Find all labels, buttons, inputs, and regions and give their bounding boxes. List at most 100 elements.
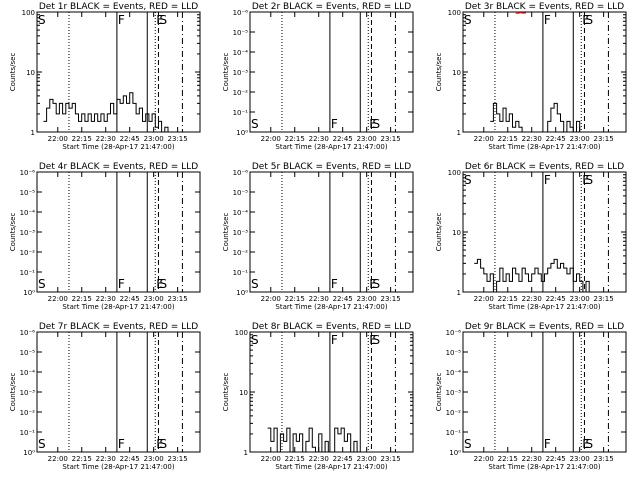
- x-tick-label: 22:00: [261, 135, 281, 143]
- x-tick-label: 22:30: [309, 455, 329, 463]
- x-tick-label: 23:15: [594, 455, 614, 463]
- event-marker-label: S: [372, 117, 380, 131]
- x-tick-label: 22:30: [96, 295, 116, 303]
- panel-title: Det 3r BLACK = Events, RED = LLD: [465, 2, 624, 12]
- x-axis-label: Start Time (28-Apr-17 21:47:00): [488, 463, 600, 471]
- y-tick-label: 10⁻¹: [233, 269, 249, 277]
- y-tick-label: 10⁰: [23, 289, 35, 297]
- y-tick-label: 10⁻⁵: [446, 349, 462, 357]
- y-tick-label: 10: [239, 389, 248, 397]
- y-axis-label: Counts/sec: [9, 213, 17, 252]
- y-tick-label: 10⁻³: [233, 69, 249, 77]
- y-tick-label: 10⁻⁴: [20, 209, 36, 217]
- y-axis-label: Counts/sec: [9, 53, 17, 92]
- plot-frame: [462, 11, 627, 133]
- x-tick-label: 22:00: [48, 455, 68, 463]
- x-tick-label: 23:00: [357, 135, 377, 143]
- panel-det-4: Det 4r BLACK = Events, RED = LLD 10⁰ 10⁻¹ 1…: [9, 162, 201, 311]
- y-tick-label: 10⁻¹: [446, 429, 462, 437]
- y-tick-label: 10⁻⁶: [20, 169, 36, 177]
- y-tick-label: 10⁻²: [446, 409, 462, 417]
- x-axis-label: Start Time (28-Apr-17 21:47:00): [62, 463, 174, 471]
- event-marker-label: E: [156, 13, 164, 27]
- panel-title: Det 9r BLACK = Events, RED = LLD: [465, 322, 624, 332]
- x-tick-label: 22:00: [474, 455, 494, 463]
- panel-det-1: Det 1r BLACK = Events, RED = LLD 1 10 100 22…: [9, 2, 201, 151]
- panel-title: Det 5r BLACK = Events, RED = LLD: [252, 162, 411, 172]
- y-tick-label: 1: [31, 129, 35, 137]
- y-tick-label: 10⁻³: [446, 389, 462, 397]
- x-axis-label: Start Time (28-Apr-17 21:47:00): [62, 303, 174, 311]
- y-tick-label: 10⁻³: [20, 389, 36, 397]
- y-axis-label: Counts/sec: [435, 213, 443, 252]
- x-tick-label: 22:45: [546, 135, 566, 143]
- y-tick-label: 10⁰: [23, 449, 35, 457]
- plot-frame: [249, 171, 414, 293]
- y-tick-label: 10⁻⁵: [20, 189, 36, 197]
- event-marker-label: S: [159, 13, 167, 27]
- y-axis-label: Counts/sec: [435, 373, 443, 412]
- event-marker-label: F: [544, 173, 551, 187]
- x-tick-label: 22:15: [285, 295, 305, 303]
- y-tick-label: 10⁰: [236, 289, 248, 297]
- panel-det-5: Det 5r BLACK = Events, RED = LLD 10⁰ 10⁻¹ 1…: [222, 162, 414, 311]
- x-tick-label: 23:00: [357, 295, 377, 303]
- series-line: [474, 258, 590, 293]
- event-marker-label: S: [585, 13, 593, 27]
- y-tick-label: 10⁻⁵: [233, 29, 249, 37]
- x-tick-label: 22:15: [498, 455, 518, 463]
- event-marker-label: S: [585, 173, 593, 187]
- x-axis-label: Start Time (28-Apr-17 21:47:00): [275, 143, 387, 151]
- x-tick-label: 22:15: [72, 135, 92, 143]
- event-marker-label: F: [331, 277, 338, 291]
- event-marker-label: S: [464, 437, 472, 451]
- event-marker-label: S: [159, 277, 167, 291]
- x-tick-label: 23:15: [594, 135, 614, 143]
- y-axis-label: Counts/sec: [435, 53, 443, 92]
- x-tick-label: 22:45: [120, 295, 140, 303]
- x-tick-label: 22:00: [48, 135, 68, 143]
- series-line: [267, 427, 361, 453]
- x-tick-label: 22:45: [120, 455, 140, 463]
- x-tick-label: 22:00: [261, 455, 281, 463]
- x-tick-label: 23:15: [381, 455, 401, 463]
- x-tick-label: 22:00: [474, 295, 494, 303]
- y-tick-label: 10⁻⁴: [446, 369, 462, 377]
- panel-title: Det 7r BLACK = Events, RED = LLD: [39, 322, 198, 332]
- y-axis-label: Counts/sec: [222, 373, 230, 412]
- x-tick-label: 22:30: [96, 135, 116, 143]
- event-marker-label: E: [369, 333, 377, 347]
- x-tick-label: 22:30: [522, 135, 542, 143]
- y-tick-label: 10⁻³: [20, 229, 36, 237]
- y-tick-label: 10⁻⁶: [233, 9, 249, 17]
- panel-det-3: Det 3r BLACK = Events, RED = LLD 1 10 100 22…: [435, 2, 627, 151]
- x-axis-label: Start Time (28-Apr-17 21:47:00): [275, 463, 387, 471]
- x-tick-label: 22:30: [309, 295, 329, 303]
- y-tick-label: 100: [22, 9, 35, 17]
- event-marker-label: F: [544, 13, 551, 27]
- panel-title: Det 1r BLACK = Events, RED = LLD: [39, 2, 198, 12]
- y-tick-label: 100: [448, 169, 461, 177]
- x-tick-label: 22:15: [285, 455, 305, 463]
- y-tick-label: 100: [448, 9, 461, 17]
- event-marker-label: S: [251, 277, 259, 291]
- x-tick-label: 23:00: [144, 295, 164, 303]
- x-tick-label: 22:30: [96, 455, 116, 463]
- x-tick-label: 23:00: [144, 135, 164, 143]
- plot-frame: [249, 11, 414, 133]
- event-marker-label: S: [464, 173, 472, 187]
- y-tick-label: 10⁻²: [233, 89, 249, 97]
- x-tick-label: 22:00: [48, 295, 68, 303]
- y-tick-label: 10⁻¹: [20, 429, 36, 437]
- y-tick-label: 10: [26, 69, 35, 77]
- event-marker-label: F: [118, 277, 125, 291]
- x-tick-label: 23:00: [357, 455, 377, 463]
- x-axis-label: Start Time (28-Apr-17 21:47:00): [275, 303, 387, 311]
- x-tick-label: 22:45: [546, 295, 566, 303]
- event-marker-label: F: [544, 437, 551, 451]
- x-tick-label: 22:15: [72, 455, 92, 463]
- x-tick-label: 22:30: [522, 295, 542, 303]
- x-tick-label: 22:00: [474, 135, 494, 143]
- y-tick-label: 10⁻¹: [233, 109, 249, 117]
